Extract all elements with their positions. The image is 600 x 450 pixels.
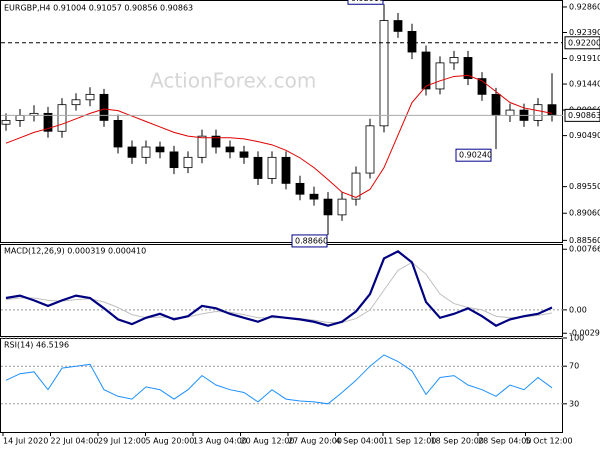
x-tick-label: 4 Sep 04:00 bbox=[336, 437, 384, 446]
reference-label: 0.92200 bbox=[568, 38, 600, 47]
x-tick-label: 13 Aug 04:00 bbox=[193, 437, 247, 446]
x-tick-label: 28 Sep 04:00 bbox=[478, 437, 531, 446]
watermark: ActionForex.com bbox=[150, 69, 316, 93]
candle-body bbox=[113, 120, 123, 148]
x-tick-label: 18 Sep 20:00 bbox=[431, 437, 484, 446]
candle-body bbox=[295, 182, 305, 195]
x-tick-label: 5 Oct 12:00 bbox=[526, 437, 573, 446]
last-price-box bbox=[564, 108, 600, 122]
candle-body bbox=[421, 51, 431, 90]
y-tick-label: 0.92860 bbox=[569, 2, 600, 11]
rsi-line bbox=[5, 354, 553, 405]
candle-body bbox=[365, 125, 375, 174]
annotation: 0.88660 bbox=[295, 236, 328, 245]
candle-body bbox=[1, 120, 11, 125]
candle-body bbox=[393, 20, 403, 32]
x-tick-label: 29 Jul 12:00 bbox=[98, 437, 146, 446]
candle-body bbox=[169, 151, 179, 169]
annotation-box bbox=[291, 234, 328, 248]
annotation: 0.92910 bbox=[351, 0, 384, 3]
candle-body bbox=[491, 93, 501, 116]
x-tick-label: 11 Sep 12:00 bbox=[383, 437, 436, 446]
signal-line bbox=[5, 261, 553, 324]
x-tick-label: 27 Aug 20:00 bbox=[288, 437, 342, 446]
candle-body bbox=[71, 99, 81, 106]
candle-body bbox=[141, 146, 151, 158]
candle-body bbox=[477, 78, 487, 95]
candle-body bbox=[351, 172, 361, 200]
y-tick-label: 0.89060 bbox=[569, 209, 600, 218]
candle-body bbox=[547, 104, 557, 116]
candle-body bbox=[281, 156, 291, 184]
candle-body bbox=[337, 198, 347, 216]
y-tick-label: 0.92390 bbox=[569, 28, 600, 37]
annotation-box bbox=[347, 0, 384, 5]
chart-title: EURGBP,H4 0.91004 0.91057 0.90856 0.9086… bbox=[4, 4, 193, 13]
y-tick-label: 0.88560 bbox=[569, 236, 600, 245]
candle-body bbox=[309, 193, 319, 200]
price-panel bbox=[0, 0, 563, 243]
candle-body bbox=[463, 57, 473, 80]
candle-body bbox=[197, 135, 207, 158]
candle-body bbox=[99, 93, 109, 121]
rsi-panel bbox=[0, 338, 563, 433]
candle-body bbox=[225, 146, 235, 153]
x-tick-label: 20 Aug 12:00 bbox=[241, 437, 295, 446]
candle-body bbox=[15, 115, 25, 121]
candle-body bbox=[85, 93, 95, 101]
x-tick-label: 14 Jul 2020 bbox=[3, 437, 48, 446]
annotation-box bbox=[455, 148, 492, 162]
y-tick-label: 100 bbox=[569, 334, 584, 343]
rsi-title: RSI(14) 46.5196 bbox=[4, 341, 69, 350]
candle-body bbox=[267, 156, 277, 179]
y-tick-label: 0.91440 bbox=[569, 80, 600, 89]
macd-panel bbox=[0, 244, 563, 337]
candle-body bbox=[239, 151, 249, 158]
macd-line bbox=[5, 250, 553, 327]
x-tick-label: 22 Jul 04:00 bbox=[51, 437, 99, 446]
y-tick-label: 0.007663 bbox=[569, 245, 600, 254]
candle-body bbox=[57, 104, 67, 132]
candle-body bbox=[435, 62, 445, 90]
moving-average bbox=[5, 74, 553, 199]
candle-body bbox=[407, 30, 417, 53]
candle-body bbox=[449, 57, 459, 64]
y-tick-label: 0.89550 bbox=[569, 182, 600, 191]
annotation: 0.90240 bbox=[459, 151, 492, 160]
candle-body bbox=[379, 20, 389, 127]
last-price-label: 0.90863 bbox=[568, 111, 600, 120]
candle-body bbox=[253, 156, 263, 179]
candle-body bbox=[211, 135, 221, 148]
candle-body bbox=[155, 146, 165, 153]
candle-body bbox=[43, 112, 53, 132]
y-tick-label: 70 bbox=[569, 362, 579, 371]
candle-body bbox=[323, 198, 333, 216]
candle-body bbox=[183, 156, 193, 169]
reference-label-box bbox=[564, 36, 600, 50]
y-tick-label: -0.002952 bbox=[569, 329, 600, 338]
macd-title: MACD(12,26,9) 0.000319 0.000410 bbox=[4, 247, 146, 256]
y-tick-label: 0.90490 bbox=[569, 131, 600, 140]
y-tick-label: 30 bbox=[569, 399, 579, 408]
candle-body bbox=[505, 109, 515, 116]
candle-body bbox=[533, 104, 543, 121]
candle-body bbox=[127, 146, 137, 158]
y-tick-label: 0.00 bbox=[569, 305, 587, 314]
y-tick-label: 0.91910 bbox=[569, 54, 600, 63]
x-tick-label: 5 Aug 20:00 bbox=[146, 437, 195, 446]
